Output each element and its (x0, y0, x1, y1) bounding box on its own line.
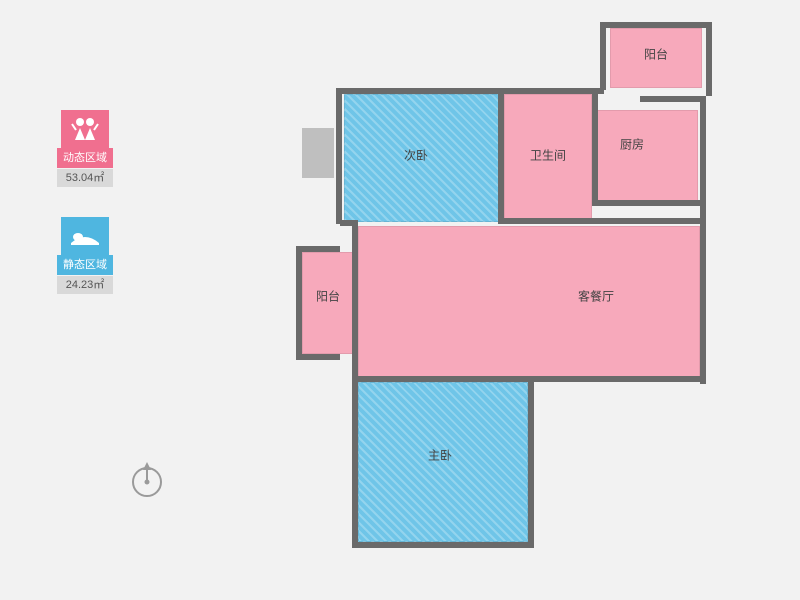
wall (296, 246, 340, 252)
wall (498, 218, 706, 224)
wall (534, 376, 706, 382)
wall (336, 88, 342, 224)
wall (340, 220, 358, 226)
wall (706, 22, 712, 96)
wall (296, 246, 302, 360)
wall (498, 88, 504, 224)
wall (592, 200, 704, 206)
room-kitchen (596, 110, 698, 202)
room-label-second-bedroom: 次卧 (404, 147, 428, 164)
wall (352, 376, 358, 548)
room-label-balcony-left: 阳台 (316, 288, 340, 305)
room-label-living-dining: 客餐厅 (578, 288, 614, 305)
light-wall (302, 174, 334, 178)
room-living-dining (358, 226, 700, 378)
floor-plan: 阳台厨房卫生间次卧客餐厅阳台主卧 (0, 0, 800, 600)
wall (592, 90, 598, 206)
wall (640, 96, 706, 102)
wall (352, 220, 358, 382)
wall (700, 96, 706, 384)
wall (352, 376, 534, 382)
room-label-master-bedroom: 主卧 (428, 447, 452, 464)
wall (600, 22, 606, 90)
room-label-kitchen: 厨房 (620, 136, 644, 153)
wall (528, 376, 534, 548)
room-label-balcony-top: 阳台 (644, 46, 668, 63)
light-wall (302, 128, 334, 178)
wall (336, 88, 604, 94)
wall (352, 542, 534, 548)
room-label-bathroom: 卫生间 (530, 147, 566, 164)
light-wall (302, 128, 334, 132)
wall (600, 22, 712, 28)
wall (296, 354, 340, 360)
